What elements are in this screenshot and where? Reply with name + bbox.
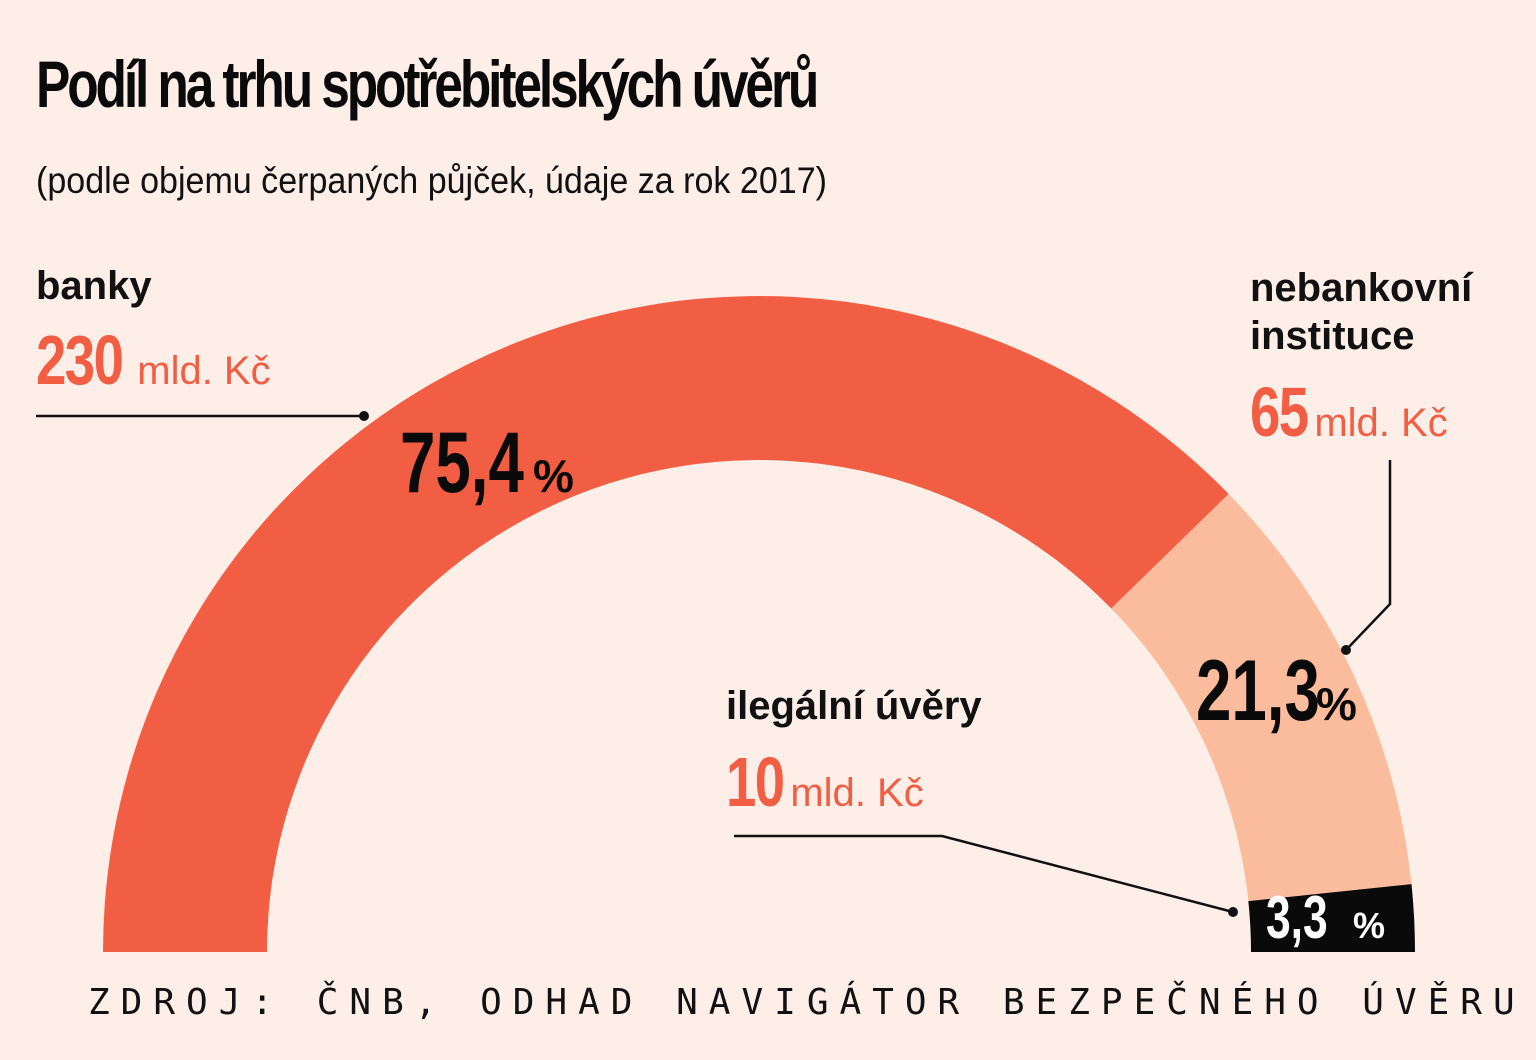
amount-value-nebankovni: 65 [1250,373,1309,451]
pct-label-ilegalni: 3,3 [1266,885,1328,952]
source-note: ZDROJ: ČNB, ODHAD NAVIGÁTOR BEZPEČNÉHO Ú… [88,982,1526,1023]
leader-line-ilegalni [734,834,1234,914]
slice-1 [1111,494,1412,902]
pct-label-nebankovni: 21,3 [1196,644,1320,739]
chart-title: Podíl na trhu spotřebitelských úvěrů [36,47,819,121]
amount-unit-banky: mld. Kč [137,349,271,393]
pct-label-banky: 75,4 [400,416,524,511]
pct-sign-nebankovni: % [1316,678,1357,730]
label-nebankovni-line2: instituce [1250,314,1415,358]
leader-line-nebankovni [1345,460,1392,651]
amount-value-ilegalni: 10 [726,743,785,821]
slice-2 [1248,884,1415,952]
leader-dot-banky [359,411,369,421]
label-banky: banky [36,264,152,308]
amount-unit-nebankovni: mld. Kč [1314,401,1448,445]
label-ilegalni: ilegální úvěry [726,684,982,728]
leader-dot-ilegalni [1228,907,1238,917]
amount-value-banky: 230 [36,321,124,399]
amount-nebankovni: 65 mld. Kč [1250,372,1448,452]
amount-unit-ilegalni: mld. Kč [790,771,924,815]
slice-0 [103,296,1229,952]
amount-ilegalni: 10 mld. Kč [726,742,924,822]
pct-sign-ilegalni: % [1353,905,1385,946]
label-nebankovni-line1: nebankovní [1250,266,1473,310]
amount-banky: 230 mld. Kč [36,320,271,400]
pct-sign-banky: % [533,450,574,502]
leader-dot-nebankovni [1341,645,1351,655]
chart-subtitle: (podle objemu čerpaných půjček, údaje za… [36,160,827,201]
